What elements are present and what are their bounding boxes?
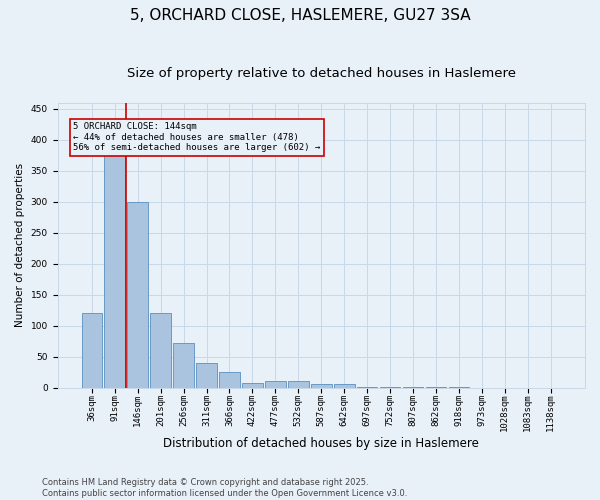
Bar: [196, 363, 217, 388]
X-axis label: Distribution of detached houses by size in Haslemere: Distribution of detached houses by size …: [163, 437, 479, 450]
Bar: [449, 387, 469, 388]
Bar: [380, 387, 400, 388]
Bar: [425, 387, 446, 388]
Title: Size of property relative to detached houses in Haslemere: Size of property relative to detached ho…: [127, 68, 516, 80]
Bar: [151, 313, 171, 388]
Bar: [104, 155, 125, 388]
Text: 5 ORCHARD CLOSE: 144sqm
← 44% of detached houses are smaller (478)
56% of semi-d: 5 ORCHARD CLOSE: 144sqm ← 44% of detache…: [73, 122, 320, 152]
Bar: [127, 202, 148, 388]
Text: 5, ORCHARD CLOSE, HASLEMERE, GU27 3SA: 5, ORCHARD CLOSE, HASLEMERE, GU27 3SA: [130, 8, 470, 22]
Bar: [82, 313, 102, 388]
Bar: [334, 384, 355, 388]
Bar: [173, 343, 194, 388]
Bar: [311, 384, 332, 388]
Bar: [219, 372, 240, 388]
Text: Contains HM Land Registry data © Crown copyright and database right 2025.
Contai: Contains HM Land Registry data © Crown c…: [42, 478, 407, 498]
Bar: [288, 382, 308, 388]
Bar: [357, 387, 377, 388]
Bar: [403, 387, 424, 388]
Bar: [265, 382, 286, 388]
Bar: [242, 383, 263, 388]
Y-axis label: Number of detached properties: Number of detached properties: [15, 163, 25, 327]
